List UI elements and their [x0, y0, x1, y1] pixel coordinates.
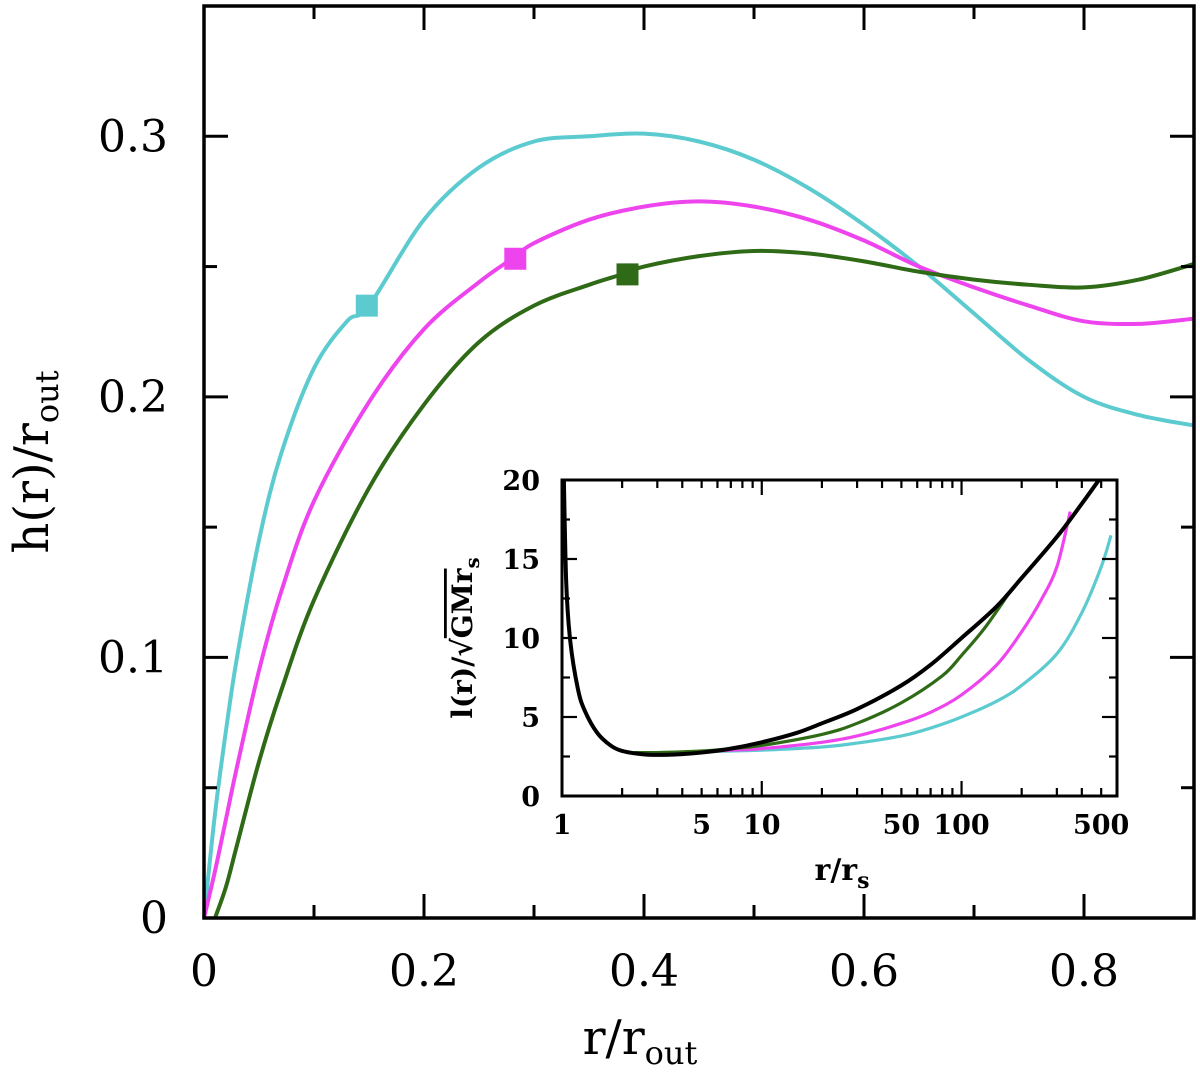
- main-x-axis-label: r/rout: [583, 1010, 698, 1072]
- inset-x-tick-label: 1: [553, 810, 572, 841]
- main-x-tick-label: 0.4: [609, 946, 679, 997]
- inset-x-axis-label: r/rs: [815, 853, 870, 894]
- main-y-axis-label: h(r)/rout: [4, 370, 66, 553]
- main-x-axis-label-main: r/r: [583, 1010, 645, 1066]
- inset-x-axis-label-sub: s: [857, 868, 869, 894]
- inset-x-tick-label: 10: [743, 810, 781, 841]
- main-x-tick-label: 0.6: [829, 946, 899, 997]
- inset-x-tick-label: 100: [933, 810, 989, 841]
- main-y-axis-label-main: h(r)/r: [4, 423, 60, 553]
- inset-x-tick-label: 50: [883, 810, 921, 841]
- main-y-tick-label: 0: [140, 893, 168, 944]
- main-x-tick-label: 0.2: [389, 946, 459, 997]
- inset-y-tick-label: 10: [502, 624, 540, 655]
- inset-y-axis-label-root: GMr: [446, 567, 479, 638]
- main-series-line-magenta: [202, 199, 1195, 919]
- inset-series-line-black: [562, 480, 1102, 757]
- main-y-tick-label: 0.2: [98, 372, 168, 423]
- inset-y-axis-label-text: l(r)/√GMrs: [446, 557, 484, 718]
- inset-y-tick-label: 20: [502, 466, 540, 497]
- main-markers-group: [355, 247, 639, 317]
- main-chart: 0 0.2 0.4 0.6 0.800.10.20.3 r/rout h(r)/rout: [4, 4, 1196, 1072]
- main-x-axis-label-sub: out: [645, 1034, 698, 1072]
- inset-background: [562, 480, 1117, 796]
- main-marker-magenta: [504, 247, 527, 270]
- main-series-group: [202, 131, 1195, 919]
- inset-y-axis-label-main: l(r)/: [446, 656, 479, 719]
- main-ticks-group: [202, 6, 1194, 920]
- main-y-axis-label-sub: out: [28, 370, 66, 423]
- main-series-line-green: [213, 248, 1195, 919]
- main-x-tick-label: 0.8: [1049, 946, 1119, 997]
- inset-x-tick-label: 500: [1073, 810, 1129, 841]
- inset-x-axis-label-main: r/r: [815, 853, 859, 888]
- inset-y-tick-label: 0: [521, 782, 540, 813]
- inset-x-tick-label: 5: [692, 810, 711, 841]
- inset-y-axis-label: l(r)/√GMrs: [446, 557, 484, 718]
- main-y-tick-label: 0.1: [98, 632, 168, 683]
- inset-plot-frame: [560, 478, 1119, 798]
- main-x-tick-label: 0: [190, 946, 218, 997]
- inset-y-tick-label: 5: [521, 703, 540, 734]
- inset-series-group: [562, 480, 1113, 757]
- main-plot-frame: [202, 4, 1196, 920]
- main-marker-cyan: [355, 294, 378, 317]
- inset-y-axis-label-sub: s: [460, 557, 484, 568]
- main-y-tick-label: 0.3: [98, 111, 168, 162]
- sqrt-icon: √: [446, 638, 479, 657]
- inset-y-tick-label: 15: [502, 545, 540, 576]
- main-series-line-cyan: [202, 131, 1195, 919]
- main-marker-green: [616, 263, 639, 286]
- main-tick-labels-group: 0 0.2 0.4 0.6 0.8 0 0.1 0.2 0.3: [98, 111, 1119, 997]
